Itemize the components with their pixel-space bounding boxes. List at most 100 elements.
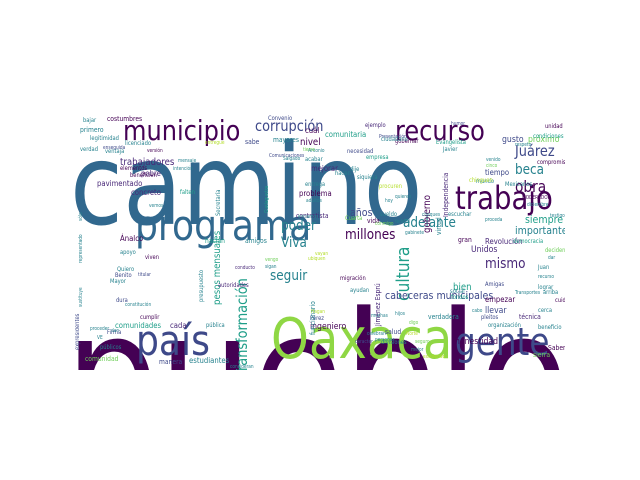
- word-apoyo: apoyo: [120, 249, 136, 256]
- word-analco: Ánalco: [120, 234, 144, 243]
- word-empresa: empresa: [366, 154, 389, 161]
- word-beneficien: beneficien: [130, 172, 157, 179]
- word-falten: falten: [180, 189, 195, 196]
- word-lograr: lograr: [538, 284, 554, 291]
- word-digo: digo: [409, 320, 419, 326]
- word-cabo: cabo: [472, 308, 483, 314]
- word-corrupcion: corrupción: [255, 117, 324, 135]
- word-fondos: fondos: [451, 294, 469, 301]
- word-compromiso: compromiso: [537, 159, 565, 166]
- word-hoy: hoy: [385, 198, 393, 204]
- word-condiciones: condiciones: [533, 133, 564, 140]
- word-gobernar: gobernar: [395, 138, 419, 145]
- word-saben: Saben: [548, 344, 565, 352]
- word-acabar: acabar: [305, 156, 323, 163]
- word-cabeceras-municipales: cabeceras municipales: [385, 289, 494, 302]
- word-oaxaca: Oaxaca: [271, 307, 453, 370]
- word-respeto: respeto: [515, 142, 532, 148]
- word-siempre: siempre: [525, 213, 564, 226]
- word-amigas: Amigas: [485, 281, 505, 288]
- word-viven: viven: [145, 254, 159, 261]
- word-federal: federal: [395, 219, 411, 225]
- word-beca: beca: [515, 162, 545, 178]
- word-quiero: Quiero: [117, 266, 135, 273]
- word-comunitaria: comunitaria: [325, 130, 367, 139]
- word-migracion: migración: [340, 275, 366, 282]
- word-ventaja: ventaja: [105, 148, 125, 155]
- word-sierra: sierra: [533, 351, 551, 359]
- word-tecnica: técnica: [519, 313, 541, 321]
- word-amigos: amigos: [245, 237, 267, 245]
- word-transformacion-vertical: Transformación: [233, 278, 251, 370]
- word-sustituye-vertical: sustituye: [78, 287, 84, 307]
- word-cuida: cuida: [555, 297, 565, 304]
- word-bajar: bajar: [83, 117, 97, 124]
- word-viva: Viva: [281, 235, 307, 251]
- word-constitucion: constitución: [125, 302, 152, 308]
- word-guelaguetza-vertical: Guelaguetza: [264, 185, 270, 213]
- word-importante: importante: [515, 224, 565, 237]
- word-ubiquen: ubiquen: [308, 256, 326, 262]
- word-entregue: entregue: [205, 140, 225, 146]
- word-ayudan: ayudan: [350, 287, 370, 294]
- word-testigo: testigo: [550, 213, 565, 219]
- word-pavimentado: pavimentado: [97, 179, 143, 188]
- word-juan: Juan: [538, 264, 550, 271]
- word-mejorar: mejorar: [311, 164, 338, 173]
- word-dije: dije: [350, 166, 360, 173]
- word-antonio: Antonio: [308, 148, 325, 154]
- word-pobre: pobre: [141, 169, 161, 178]
- word-benito: Benito: [115, 272, 132, 279]
- word-javier: Javier: [443, 146, 458, 153]
- word-estudiantes: estudiantes: [189, 356, 230, 365]
- word-vayan: vayan: [315, 251, 329, 257]
- word-norte: Norte: [406, 331, 418, 337]
- word-seguir: seguir: [270, 268, 308, 284]
- word-hagan: Hagan: [311, 309, 325, 315]
- word-cumplir: cumplir: [140, 314, 160, 321]
- word-ejemplo: ejemplo: [365, 122, 386, 129]
- word-adultos: adultos: [306, 198, 322, 204]
- word-salud: salud: [385, 328, 402, 336]
- word-sueldo: sueldo: [380, 211, 398, 218]
- word-siquiera: siquiera: [357, 174, 378, 181]
- word-trabajo: trabajo: [455, 179, 553, 217]
- word-cual: cuál: [305, 126, 320, 135]
- word-contratista: contratista: [296, 212, 329, 220]
- word-humor: humor: [451, 121, 466, 127]
- word-seguro: seguro: [415, 339, 430, 345]
- word-beneficio: beneficio: [538, 324, 562, 331]
- word-poder: poder: [281, 218, 317, 234]
- word-chinguen: chinguen: [469, 177, 493, 184]
- word-hacian: hacían: [205, 237, 225, 245]
- word-version: versión: [147, 148, 163, 154]
- word-mismo: mismo: [485, 256, 526, 272]
- word-intencion: intención: [173, 166, 193, 172]
- word-entrega: entrega: [305, 181, 326, 188]
- word-tierra: tierra: [303, 147, 315, 153]
- word-programa: programa: [135, 201, 312, 250]
- word-ciudadano: ciudadano: [381, 136, 408, 143]
- word-iniciamos: iniciamos: [298, 214, 319, 220]
- word-hacen: hacen: [335, 170, 351, 177]
- word-elementos: elementos: [120, 165, 148, 172]
- word-titular: titular: [138, 272, 151, 278]
- word-gente: gente: [455, 320, 550, 364]
- word-ve: VE: [97, 335, 103, 341]
- word-unidad: unidad: [545, 123, 563, 130]
- word-proceder: proceder: [90, 326, 110, 332]
- word-cloud: pueblo camino Oaxaca programa país gente recur…: [75, 105, 565, 370]
- word-mayor: Mayor: [110, 278, 126, 285]
- word-divisiones: divisiones: [381, 339, 407, 346]
- word-conmigo: conmigo: [375, 221, 394, 227]
- word-transportes: Transportes: [515, 290, 541, 296]
- word-legitimidad: legitimidad: [90, 135, 119, 142]
- word-nivel: nivel: [300, 137, 321, 148]
- word-costumbres: costumbres: [107, 115, 143, 123]
- word-mundo: mundo: [476, 178, 495, 185]
- word-presentacion: Presentación: [379, 134, 407, 140]
- word-autoridades: autoridades: [218, 282, 249, 289]
- word-sigan: sigan: [265, 264, 277, 270]
- word-llevar: llevar: [485, 306, 507, 316]
- word-existiendo: existiendo: [423, 354, 446, 360]
